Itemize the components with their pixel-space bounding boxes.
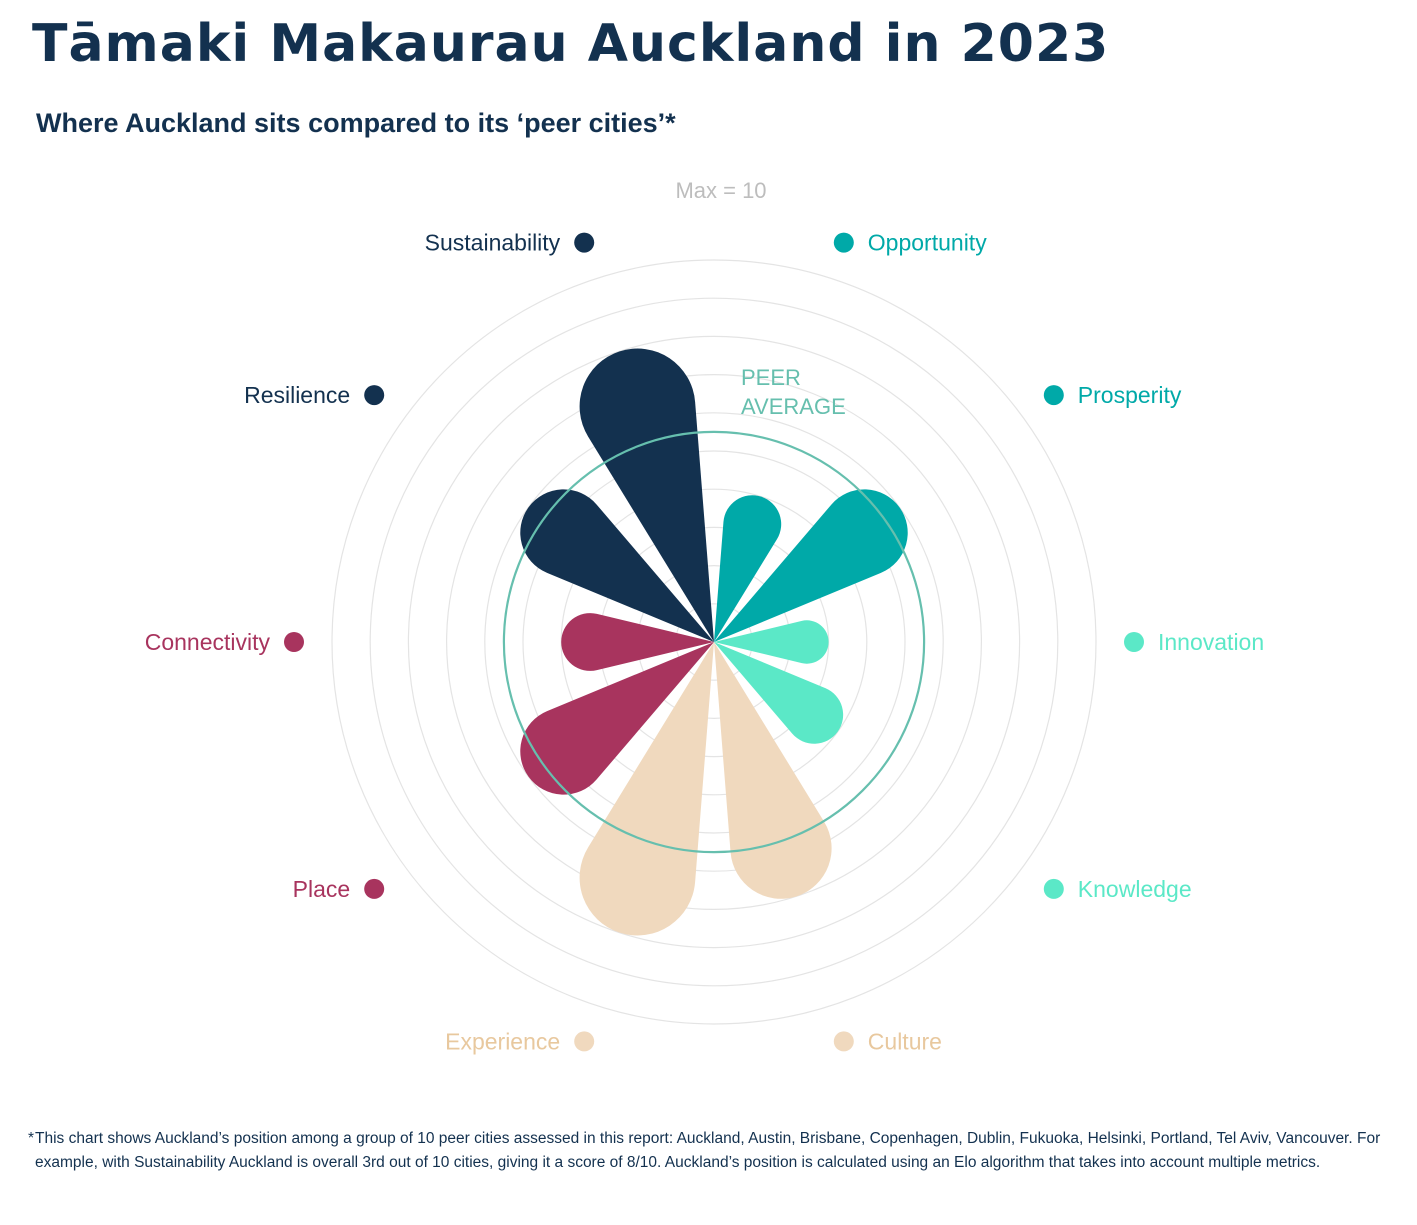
category-label-experience: Experience [445,1028,560,1054]
grid-ring-10 [331,259,1097,1025]
page-title: Tāmaki Makaurau Auckland in 2023 [32,14,1110,74]
category-labels: Opportunity Prosperity Innovation Knowledge… [145,230,1264,1055]
petal-culture [714,642,832,899]
category-label-resilience: Resilience [244,382,350,408]
petal-experience [579,642,714,936]
category-label-sustainability: Sustainability [425,230,561,256]
legend-dot-place [364,878,385,899]
peer-average-label-line1: PEER [741,365,801,390]
chart-petals [520,348,908,936]
category-label-opportunity: Opportunity [868,230,987,256]
petal-resilience [520,489,714,642]
radial-bar-chart: Opportunity Prosperity Innovation Knowledge… [145,178,1264,1055]
petal-prosperity [714,489,908,642]
grid-ring-7 [446,374,982,910]
legend-dot-experience [574,1031,595,1052]
petal-opportunity [714,495,782,642]
legend-dot-culture [833,1031,854,1052]
legend-dot-sustainability [574,232,595,253]
peer-average-circle [502,430,926,854]
footnote-text: This chart shows Auckland’s position amo… [35,1130,1381,1171]
peer-average-layer [502,430,926,854]
legend-dot-knowledge [1043,878,1064,899]
footnote-marker: * [28,1130,35,1147]
petal-sustainability [579,348,714,642]
petal-knowledge [714,642,844,744]
grid-ring-8 [407,335,1021,949]
grid-ring-9 [369,297,1059,987]
category-label-culture: Culture [868,1028,942,1054]
petal-place [520,642,714,795]
legend-dot-connectivity [284,632,304,652]
page-subtitle: Where Auckland sits compared to its ‘pee… [36,108,676,138]
footnote: * This chart shows Auckland’s position a… [28,1127,1403,1175]
category-label-innovation: Innovation [1158,629,1264,655]
petal-connectivity [561,613,714,671]
legend-dot-innovation [1124,632,1144,652]
grid-ring-6 [484,412,944,872]
legend-dot-prosperity [1043,385,1064,406]
category-label-prosperity: Prosperity [1078,382,1182,408]
max-label: Max = 10 [675,178,766,203]
petal-innovation [714,620,829,664]
legend-dot-opportunity [833,232,854,253]
category-label-knowledge: Knowledge [1078,876,1192,902]
peer-average-label-line2: AVERAGE [741,394,846,419]
category-label-place: Place [293,876,351,902]
legend-dot-resilience [364,385,385,406]
category-label-connectivity: Connectivity [145,629,271,655]
grid-ring-5 [522,450,906,834]
